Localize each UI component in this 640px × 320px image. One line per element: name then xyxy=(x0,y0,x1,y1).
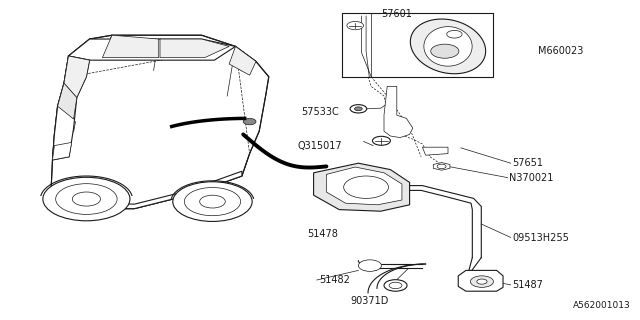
Circle shape xyxy=(437,164,446,169)
Polygon shape xyxy=(64,56,90,98)
Polygon shape xyxy=(61,171,242,209)
Polygon shape xyxy=(314,163,410,211)
Circle shape xyxy=(350,105,367,113)
Circle shape xyxy=(200,195,225,208)
Circle shape xyxy=(477,279,487,284)
Circle shape xyxy=(184,188,241,216)
Text: 57601: 57601 xyxy=(381,9,412,20)
Text: 57533C: 57533C xyxy=(301,107,339,117)
Polygon shape xyxy=(160,39,229,58)
Polygon shape xyxy=(52,142,72,160)
Polygon shape xyxy=(229,46,256,75)
Polygon shape xyxy=(52,56,90,160)
Text: A562001013: A562001013 xyxy=(573,301,630,310)
Circle shape xyxy=(243,118,256,125)
Circle shape xyxy=(358,260,381,271)
Text: 51487: 51487 xyxy=(512,280,543,290)
Circle shape xyxy=(470,276,493,287)
Polygon shape xyxy=(433,163,450,170)
Text: 57651: 57651 xyxy=(512,158,543,168)
Polygon shape xyxy=(102,35,159,58)
Circle shape xyxy=(347,21,364,30)
Circle shape xyxy=(56,184,117,214)
Text: 51478: 51478 xyxy=(307,228,338,239)
Polygon shape xyxy=(458,270,503,291)
Text: Q315017: Q315017 xyxy=(298,140,342,151)
Circle shape xyxy=(355,107,362,111)
Circle shape xyxy=(384,280,407,291)
Polygon shape xyxy=(422,147,448,155)
Circle shape xyxy=(43,177,130,221)
Text: 90371D: 90371D xyxy=(351,296,389,306)
Circle shape xyxy=(447,30,462,38)
Circle shape xyxy=(372,136,390,145)
Polygon shape xyxy=(58,83,77,119)
Text: M660023: M660023 xyxy=(538,46,583,56)
Text: N370021: N370021 xyxy=(509,172,553,183)
Polygon shape xyxy=(68,39,236,60)
Circle shape xyxy=(344,176,388,198)
Text: 09513H255: 09513H255 xyxy=(512,233,569,244)
Polygon shape xyxy=(384,86,413,138)
Polygon shape xyxy=(410,19,486,74)
Circle shape xyxy=(431,44,459,58)
Text: 51482: 51482 xyxy=(319,275,349,285)
Circle shape xyxy=(72,192,100,206)
Polygon shape xyxy=(51,35,269,209)
Circle shape xyxy=(173,182,252,221)
Circle shape xyxy=(389,282,402,289)
Polygon shape xyxy=(326,167,402,205)
Polygon shape xyxy=(424,27,472,66)
